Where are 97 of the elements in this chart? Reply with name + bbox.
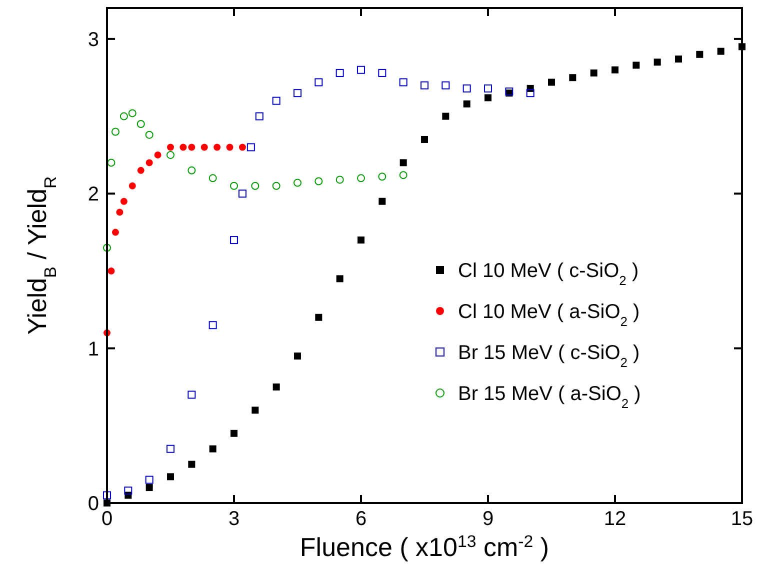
point — [230, 236, 238, 244]
legend-label: Br 15 MeV ( c-SiO$_{2}$ ) — [458, 342, 640, 370]
point — [315, 314, 322, 321]
point — [272, 96, 280, 105]
point — [124, 486, 132, 495]
point — [357, 66, 365, 74]
point — [214, 144, 221, 151]
point — [421, 136, 428, 143]
point — [209, 445, 216, 452]
point — [180, 144, 187, 151]
point — [548, 78, 555, 86]
point — [208, 174, 217, 182]
point — [336, 275, 344, 282]
point — [246, 143, 255, 152]
point — [230, 430, 238, 437]
point — [128, 182, 136, 190]
point — [675, 56, 682, 63]
point — [226, 144, 234, 151]
point — [111, 128, 120, 136]
point — [294, 352, 301, 360]
point — [145, 130, 154, 139]
point — [108, 267, 115, 274]
point — [272, 383, 280, 390]
point — [358, 236, 364, 244]
point — [188, 390, 196, 399]
point — [188, 166, 196, 174]
point — [166, 444, 174, 453]
x-tick-label: 15 — [730, 508, 754, 530]
point — [188, 460, 196, 468]
point — [400, 159, 407, 166]
point — [378, 68, 386, 77]
point — [314, 78, 323, 86]
legend-label: Br 15 MeV ( a-SiO$_{2}$ ) — [458, 383, 641, 410]
point — [569, 74, 576, 82]
point — [654, 58, 661, 66]
legend-label: Cl 10 MeV ( a-SiO$_{2}$ ) — [458, 301, 640, 328]
point — [238, 190, 246, 198]
point — [484, 84, 492, 92]
point — [442, 81, 450, 90]
point — [484, 94, 492, 102]
point — [167, 144, 174, 151]
y-tick-label: 2 — [88, 184, 99, 206]
point — [378, 172, 386, 181]
point — [146, 159, 153, 166]
point — [696, 50, 704, 58]
y-tick-label: 3 — [88, 28, 99, 51]
point — [251, 182, 260, 190]
point — [612, 66, 618, 74]
point — [103, 491, 111, 500]
point — [145, 476, 154, 484]
point — [137, 166, 144, 174]
point — [336, 68, 344, 77]
point — [294, 89, 302, 98]
point — [103, 244, 111, 252]
point — [167, 473, 174, 480]
point — [336, 176, 344, 184]
point — [590, 69, 598, 76]
point — [166, 150, 174, 159]
point — [107, 158, 116, 167]
point — [526, 89, 534, 98]
point — [420, 81, 428, 90]
point — [188, 144, 196, 151]
point — [116, 208, 124, 216]
point — [146, 484, 153, 492]
point — [230, 182, 238, 190]
point — [442, 112, 450, 120]
point — [200, 144, 208, 151]
point — [378, 198, 386, 205]
point — [357, 174, 365, 182]
point — [314, 177, 323, 186]
y-tick-label: 1 — [88, 338, 99, 360]
point — [208, 321, 217, 330]
point — [463, 100, 470, 108]
point — [252, 406, 259, 414]
point — [255, 112, 264, 120]
point — [717, 48, 724, 55]
point — [238, 144, 246, 151]
point — [462, 84, 471, 92]
x-tick-label: 12 — [604, 508, 626, 530]
point — [128, 109, 136, 118]
point — [294, 178, 302, 187]
point — [632, 62, 640, 69]
point — [120, 112, 128, 120]
point — [399, 78, 408, 86]
x-tick-label: 3 — [228, 508, 240, 530]
point — [399, 171, 408, 180]
point — [112, 228, 119, 236]
point — [154, 151, 162, 158]
point — [136, 120, 145, 128]
x-tick-label: 9 — [482, 508, 494, 530]
legend-label: Cl 10 MeV ( c-SiO$_{2}$ ) — [458, 260, 639, 288]
point — [120, 198, 128, 205]
y-tick-label: 0 — [88, 493, 99, 515]
point — [272, 182, 280, 190]
x-tick-label: 0 — [101, 508, 113, 530]
x-axis-title: Fluence ( x10$^{13}$ cm$^{-2}$ ) — [300, 532, 550, 562]
x-tick-label: 6 — [355, 508, 367, 530]
